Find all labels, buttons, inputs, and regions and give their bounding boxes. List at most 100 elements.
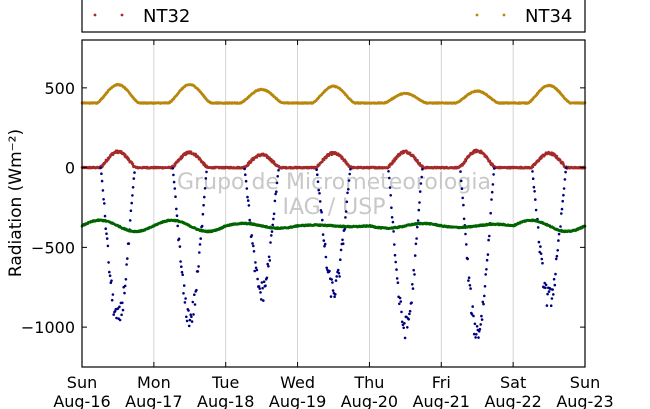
data-point <box>127 242 131 245</box>
data-point <box>189 313 192 317</box>
data-point <box>129 209 133 212</box>
data-point <box>562 187 566 190</box>
data-point <box>549 304 553 308</box>
data-point <box>486 253 490 256</box>
legend-marker-nt32 <box>120 13 124 17</box>
x-tick-date: Aug-20 <box>341 392 398 409</box>
legend-entry-nt32[interactable]: NT32 <box>93 6 191 27</box>
data-point <box>531 170 534 173</box>
data-point <box>556 249 559 252</box>
data-point <box>248 218 251 222</box>
data-point <box>414 242 418 246</box>
data-point <box>533 190 536 193</box>
data-point <box>480 318 484 321</box>
data-point <box>108 270 111 274</box>
data-point <box>546 292 549 296</box>
data-point <box>203 187 207 190</box>
data-point <box>467 279 470 282</box>
x-tick-date: Aug-22 <box>484 392 541 409</box>
watermark-line-2: IAG / USP <box>283 195 386 220</box>
data-point <box>335 275 339 278</box>
data-point <box>483 285 487 288</box>
data-point <box>412 268 416 272</box>
x-tick-weekday: Fri <box>432 373 451 392</box>
data-point <box>253 269 256 273</box>
data-point <box>204 177 208 180</box>
data-point <box>475 325 479 328</box>
data-point <box>125 263 128 266</box>
data-point <box>544 283 548 287</box>
data-point <box>462 217 466 221</box>
data-point <box>245 187 249 190</box>
data-point <box>390 206 393 209</box>
x-tick-date: Aug-21 <box>413 392 470 409</box>
data-point <box>318 200 322 203</box>
data-point <box>489 211 493 215</box>
data-point <box>396 281 400 285</box>
x-tick-weekday: Mon <box>137 373 171 392</box>
data-point <box>320 210 323 214</box>
data-point <box>486 157 490 161</box>
data-point <box>329 295 333 298</box>
data-point <box>100 172 103 175</box>
data-point <box>105 232 108 235</box>
data-point <box>328 269 331 273</box>
data-point <box>490 198 493 201</box>
data-point <box>262 280 266 284</box>
data-point <box>470 313 474 316</box>
data-point <box>471 305 475 308</box>
data-point <box>490 190 494 194</box>
data-point <box>413 254 417 257</box>
data-point <box>550 297 554 300</box>
data-point <box>103 202 106 205</box>
data-point <box>541 261 544 265</box>
data-point <box>131 186 135 189</box>
data-point <box>99 166 102 169</box>
data-point <box>187 309 190 312</box>
data-point <box>408 312 411 316</box>
data-point <box>539 252 543 255</box>
x-tick-weekday: Thu <box>353 373 384 392</box>
data-point <box>475 333 478 336</box>
data-point <box>561 199 564 203</box>
data-point <box>491 183 495 186</box>
data-point <box>254 261 257 264</box>
x-tick-weekday: Wed <box>280 373 315 392</box>
data-point <box>126 257 129 260</box>
data-point <box>347 188 350 191</box>
data-point <box>553 283 557 287</box>
data-point <box>123 291 126 295</box>
data-point <box>185 319 189 323</box>
data-point <box>537 240 541 244</box>
data-point <box>257 285 261 288</box>
data-point <box>337 271 341 275</box>
data-point <box>418 190 422 193</box>
legend-marker-nt34 <box>502 13 506 17</box>
data-point <box>115 316 118 320</box>
data-point <box>191 300 195 304</box>
legend-marker-nt32 <box>93 13 97 17</box>
data-point <box>487 238 490 242</box>
legend-entry-nt34[interactable]: NT34 <box>475 6 573 27</box>
data-point <box>100 179 104 183</box>
data-point <box>554 272 557 276</box>
data-point <box>539 245 542 248</box>
data-point <box>256 277 259 281</box>
x-tick-date: Aug-19 <box>269 392 326 409</box>
data-point <box>205 170 208 174</box>
data-point <box>552 293 555 296</box>
data-point <box>130 201 133 205</box>
data-point <box>110 298 114 302</box>
data-point <box>408 309 412 313</box>
y-tick-label: 0 <box>65 159 75 178</box>
data-point <box>184 297 187 300</box>
data-point <box>183 301 187 304</box>
data-point <box>316 180 320 183</box>
legend-box <box>81 0 586 33</box>
data-point <box>387 170 390 173</box>
data-point <box>267 265 270 268</box>
data-point <box>323 242 327 246</box>
data-point <box>393 243 396 246</box>
data-point <box>121 308 125 312</box>
data-points <box>80 82 587 340</box>
